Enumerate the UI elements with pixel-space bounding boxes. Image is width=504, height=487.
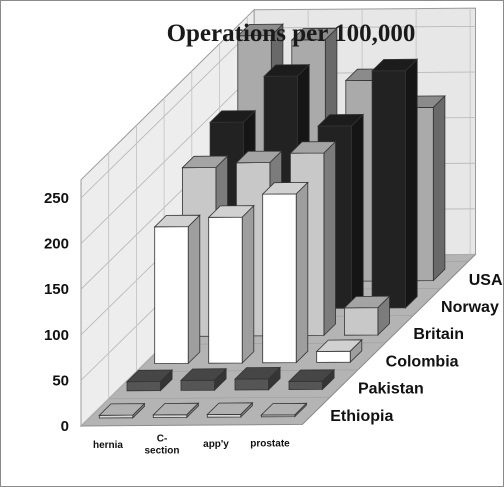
bar-colombia-3 xyxy=(315,338,363,364)
y-tick-label: 200 xyxy=(44,236,69,253)
series-label: Colombia xyxy=(386,353,459,370)
series-label: USA xyxy=(469,272,503,289)
bar-colombia-1 xyxy=(207,204,255,364)
category-label: app'y xyxy=(203,439,229,450)
series-labels: Ethiopia Pakistan Colombia Britain Norway USA xyxy=(330,272,503,425)
bar-pakistan-1 xyxy=(180,367,228,392)
bar-britain-3 xyxy=(343,295,391,336)
y-tick-label: 250 xyxy=(44,190,69,207)
bar-pakistan-3 xyxy=(288,368,336,391)
floor-gridline xyxy=(108,396,331,400)
bar-ethiopia-2 xyxy=(206,401,254,418)
bar-pakistan-0 xyxy=(126,369,174,392)
series-label: Pakistan xyxy=(358,381,424,398)
y-tick-label: 100 xyxy=(44,327,69,344)
y-tick-label: 150 xyxy=(44,281,69,298)
chart-bars xyxy=(98,23,446,419)
series-label: Britain xyxy=(413,326,464,343)
bar-pakistan-2 xyxy=(234,366,282,391)
category-label: C-section xyxy=(144,433,179,456)
bar-ethiopia-3 xyxy=(260,402,308,418)
y-tick-label: 0 xyxy=(61,418,69,435)
bar-colombia-0 xyxy=(153,214,201,365)
series-label: Norway xyxy=(441,299,499,316)
chart-title: Operations per 100,000 xyxy=(167,20,416,47)
category-label: hernia xyxy=(93,440,123,451)
bar-ethiopia-0 xyxy=(98,402,146,419)
bar-norway-3 xyxy=(371,58,419,309)
series-label: Ethiopia xyxy=(330,408,393,425)
y-tick-label: 50 xyxy=(52,372,69,389)
category-label: prostate xyxy=(250,439,290,450)
y-axis-ticks: 0 50 100 150 200 250 xyxy=(44,190,69,435)
category-labels: hernia C-section app'y prostate xyxy=(93,433,290,456)
bar-ethiopia-1 xyxy=(152,402,200,419)
bar-colombia-2 xyxy=(261,181,309,364)
